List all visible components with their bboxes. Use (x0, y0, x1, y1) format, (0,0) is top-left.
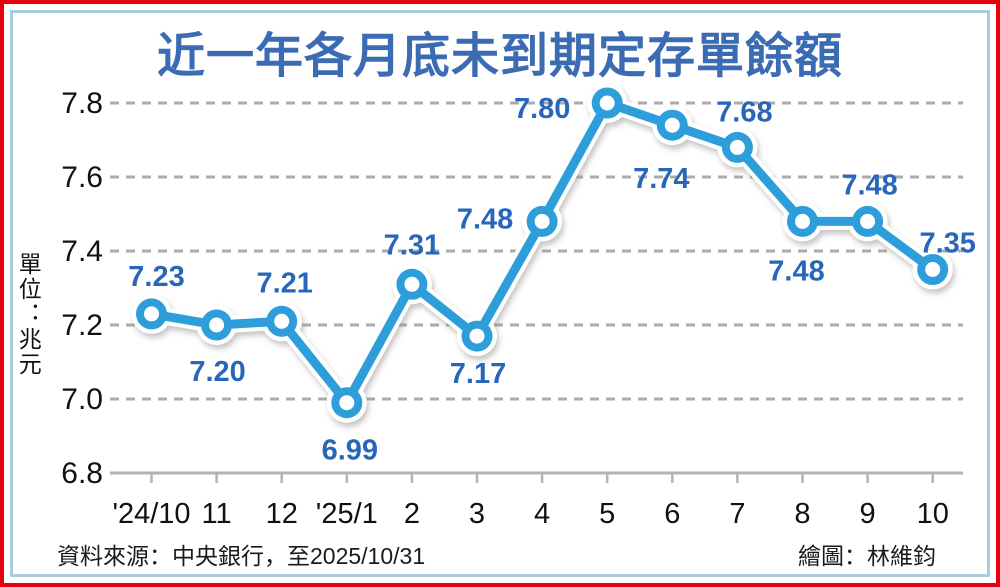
x-tick-label: 3 (469, 498, 485, 530)
x-tick-label: 8 (794, 498, 810, 530)
data-label: 7.48 (841, 169, 897, 201)
credit-note: 繪圖：林維鈞 (798, 543, 936, 569)
data-label: 7.31 (384, 229, 440, 261)
data-label: 7.48 (457, 203, 513, 235)
data-point-center (404, 276, 420, 292)
x-tick-label: 12 (266, 498, 298, 530)
data-point-center (339, 395, 355, 411)
y-tick-label: 7.4 (61, 235, 103, 268)
data-point-center (729, 139, 745, 155)
data-point-center (144, 306, 159, 322)
series-halo (143, 94, 942, 412)
x-tick-label: 2 (404, 498, 420, 530)
x-tick-label: 10 (917, 498, 949, 530)
y-tick-label: 7.8 (61, 87, 103, 120)
x-tick-label: 7 (729, 498, 745, 530)
y-tick-label: 6.8 (61, 457, 103, 490)
x-tick-label: 4 (534, 498, 550, 530)
chart-title: 近一年各月底未到期定存單餘額 (156, 30, 843, 83)
x-tick-label: '24/10 (112, 498, 190, 530)
data-label: 6.99 (322, 435, 378, 467)
y-axis-unit-label: 單位：兆元 (15, 252, 42, 377)
y-tick-label: 7.6 (61, 161, 103, 194)
data-series (131, 83, 953, 423)
data-point-center (209, 317, 225, 333)
data-label: 7.20 (189, 356, 245, 388)
data-point-center (534, 213, 550, 229)
x-tick-label: 11 (202, 498, 232, 530)
data-point-center (925, 262, 941, 277)
x-tick-label: 5 (599, 498, 615, 530)
data-point-center (274, 313, 290, 329)
series-line (147, 98, 938, 408)
data-label: 7.68 (716, 96, 772, 128)
y-tick-label: 7.0 (61, 383, 103, 416)
y-tick-label: 7.2 (61, 309, 103, 342)
data-point-center (664, 117, 680, 133)
source-note: 資料來源：中央銀行，至2025/10/31 (57, 543, 426, 569)
data-label: 7.48 (768, 255, 824, 287)
data-point-center (795, 213, 810, 229)
x-tick-label: 9 (860, 498, 876, 530)
data-point-center (599, 95, 615, 111)
data-label: 7.21 (256, 267, 312, 299)
data-point-center (860, 213, 876, 229)
data-label: 7.17 (450, 358, 506, 390)
data-label: 7.23 (128, 261, 184, 293)
data-label: 7.35 (919, 228, 975, 260)
data-label: 7.80 (514, 93, 570, 125)
x-tick-label: '25/1 (316, 498, 378, 530)
data-label: 7.74 (633, 163, 689, 195)
x-tick-label: 6 (664, 498, 680, 530)
data-point-center (469, 328, 485, 344)
